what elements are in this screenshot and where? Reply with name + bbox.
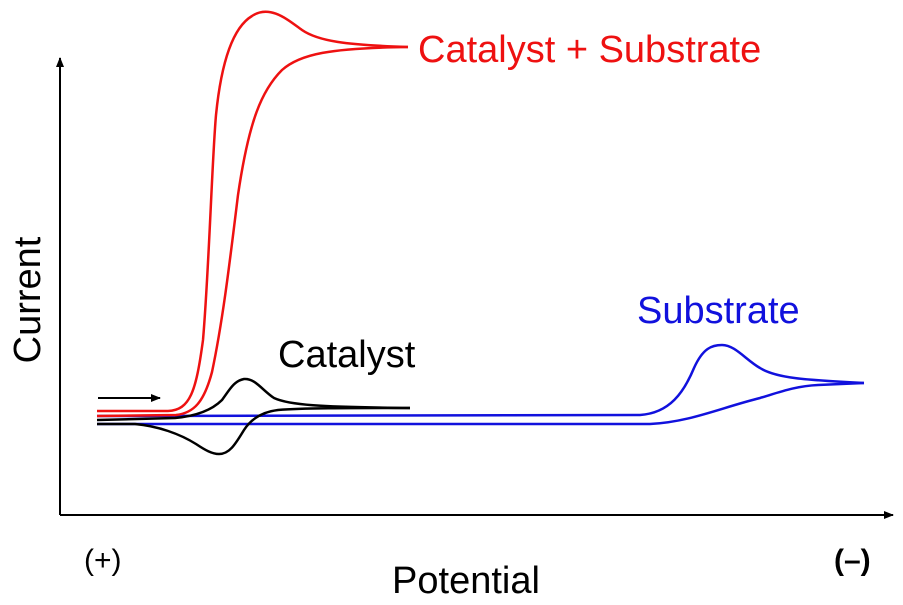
substrate-label: Substrate <box>637 290 800 332</box>
negative-potential-label: (–) <box>834 544 871 577</box>
positive-potential-label: (+) <box>84 544 122 577</box>
substrate-trace <box>97 345 864 424</box>
y-axis-label: Current <box>7 236 49 363</box>
catalyst-label: Catalyst <box>278 334 416 376</box>
catalyst-substrate-label: Catalyst + Substrate <box>418 29 761 71</box>
x-axis-label: Potential <box>392 560 540 602</box>
